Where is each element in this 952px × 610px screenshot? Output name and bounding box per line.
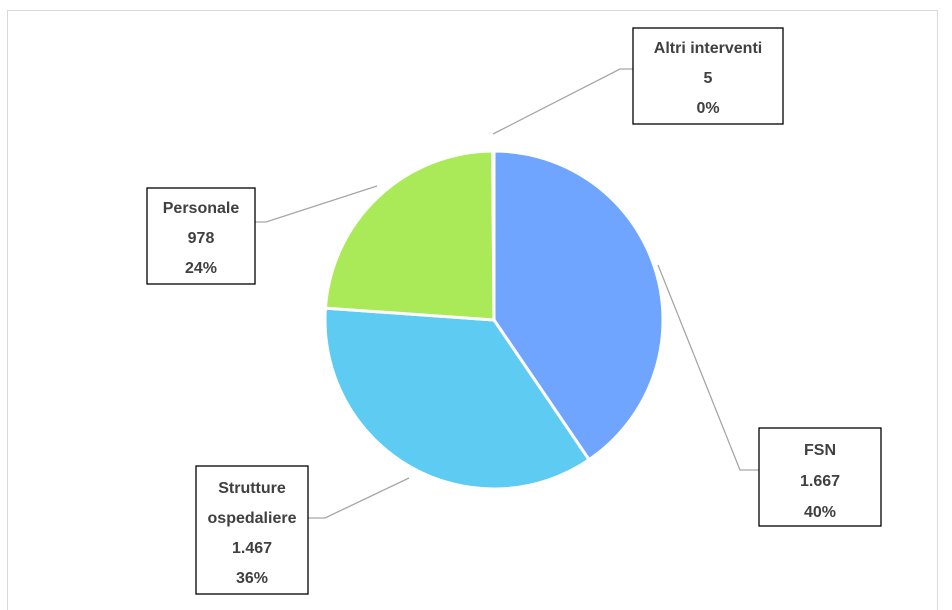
label-strutture-value: 1.467 — [232, 540, 272, 557]
pie-slice-fsn — [492, 149, 665, 462]
pie-slice-personale — [323, 149, 496, 322]
label-strutture-percent: 36% — [236, 570, 268, 587]
label-personale-percent: 24% — [185, 260, 217, 277]
label-fsn-value: 1.667 — [800, 473, 840, 490]
label-altri-percent: 0% — [696, 100, 719, 117]
label-personale-value: 978 — [188, 230, 215, 247]
label-altri-value: 5 — [704, 70, 713, 87]
leader-line-altri-interventi — [492, 68, 633, 135]
label-fsn-percent: 40% — [804, 504, 836, 521]
data-label-altri-interventi: Altri interventi 5 0% — [632, 27, 784, 125]
label-strutture-name-line2: ospedaliere — [208, 510, 297, 527]
pie-slice-altri-interventi — [491, 149, 496, 321]
pie-slices — [323, 149, 665, 491]
label-personale-name: Personale — [163, 200, 240, 217]
data-label-strutture-ospedaliere: Strutture ospedaliere 1.467 36% — [195, 465, 309, 595]
leader-line-personale — [255, 185, 378, 223]
label-strutture-name-line1: Strutture — [218, 480, 286, 497]
label-fsn-name: FSN — [804, 442, 836, 459]
leader-lines — [255, 68, 760, 519]
pie-slice-strutture-ospedaliere — [323, 306, 592, 491]
data-label-personale: Personale 978 24% — [146, 187, 256, 285]
data-label-fsn: FSN 1.667 40% — [758, 427, 882, 527]
label-altri-name: Altri interventi — [654, 40, 762, 57]
leader-line-fsn — [657, 264, 760, 471]
leader-line-strutture-ospedaliere — [308, 477, 410, 519]
